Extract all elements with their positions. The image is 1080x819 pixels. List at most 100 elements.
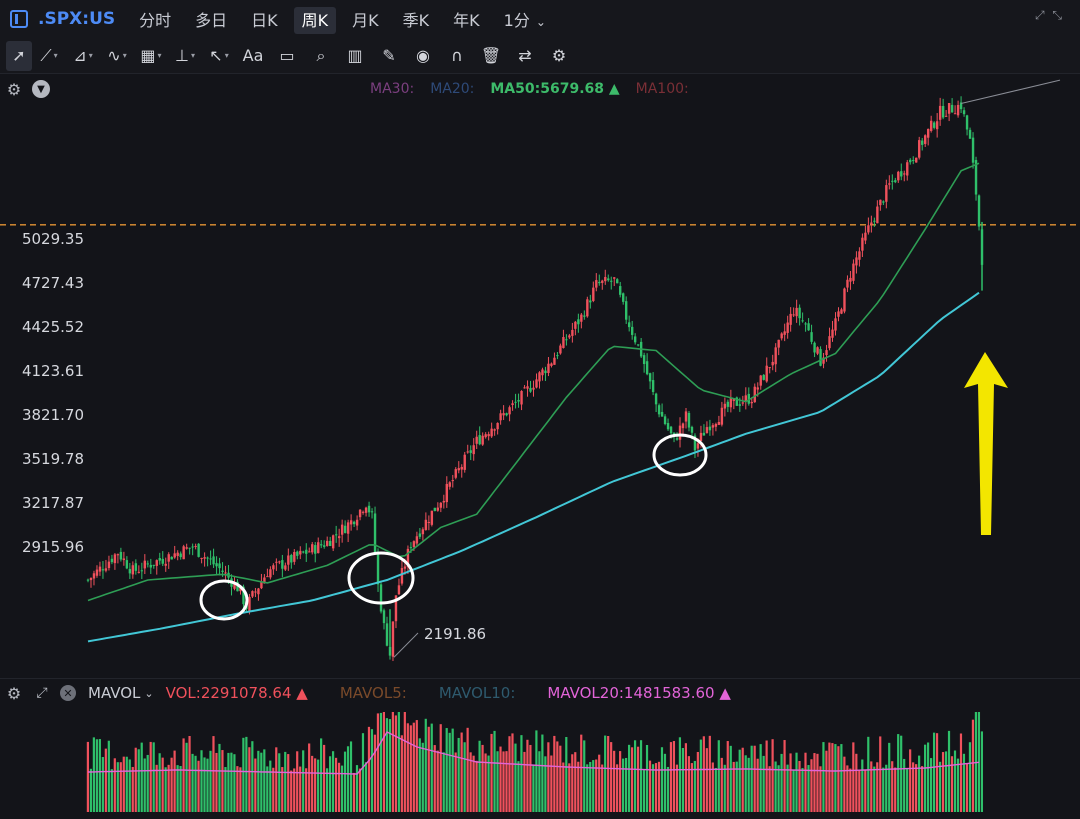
symbol-label[interactable]: .SPX:US: [38, 9, 116, 29]
volume-bar: [496, 751, 499, 812]
volume-bar: [424, 718, 427, 812]
volume-bar: [929, 758, 933, 812]
candle-body: [562, 337, 565, 348]
candle-body: [415, 536, 419, 544]
fullscreen-icon[interactable]: ⤢ ⤡: [1034, 8, 1064, 22]
timeframe-tab-5[interactable]: 季K: [402, 11, 430, 30]
close-indicator-icon[interactable]: ✕: [60, 685, 76, 701]
volume-bar: [526, 739, 529, 812]
candle-body: [496, 422, 499, 430]
eye-icon[interactable]: ◉: [416, 46, 430, 65]
candle-body: [409, 547, 413, 549]
candle-body: [654, 393, 658, 405]
candle-body: [867, 225, 870, 233]
arrow-tool-icon[interactable]: ↖ ▾: [209, 46, 229, 65]
volume-bar: [795, 752, 798, 812]
volume-bar: [403, 712, 406, 812]
brush-tool-icon[interactable]: ✎: [382, 46, 396, 65]
wave-tool-icon[interactable]: ∿ ▾: [107, 46, 127, 65]
timeframe-tab-4[interactable]: 月K: [352, 11, 379, 30]
comment-tool-icon[interactable]: ▭: [279, 46, 295, 65]
zoom-icon[interactable]: ⌕: [316, 45, 326, 65]
timeframe-tab-6[interactable]: 年K: [453, 11, 480, 30]
yellow-up-arrow: [964, 352, 1008, 535]
candle-body: [580, 314, 583, 322]
volume-legend-bar: ⚙ ⤢ ✕ MAVOL ⌄ VOL:2291078.64 ▲ MAVOL5: MAV…: [0, 678, 1080, 707]
volume-bar: [245, 736, 248, 812]
candle-body: [864, 232, 867, 241]
vol-settings-icon[interactable]: ⚙: [6, 683, 22, 703]
candle-body: [595, 280, 598, 288]
vol-indicator-label[interactable]: MAVOL: [88, 684, 141, 702]
candle-body: [906, 162, 909, 176]
settings-icon[interactable]: ⚙: [551, 46, 567, 65]
candle-body: [460, 466, 463, 470]
volume-bar: [514, 743, 517, 812]
timeframe-tab-2[interactable]: 日K: [251, 11, 278, 30]
measure-tool-icon[interactable]: ⊥ ▾: [175, 46, 195, 65]
candle-body: [191, 546, 194, 548]
timeframe-tab-1[interactable]: 多日: [195, 11, 228, 30]
panel-toggle-icon[interactable]: [10, 10, 28, 28]
timeframe-tab-3[interactable]: 周K: [293, 7, 337, 34]
cursor-arrow-icon[interactable]: ➚: [6, 40, 32, 71]
timeframe-tab-0[interactable]: 分时: [139, 11, 172, 30]
ma-toggle-icon[interactable]: ▼: [32, 80, 50, 98]
volume-bar: [358, 768, 362, 812]
ma-settings-icon[interactable]: ⚙: [6, 79, 22, 99]
candle-body: [128, 568, 132, 574]
tool-dropdown-icon[interactable]: ▾: [122, 51, 127, 60]
volume-bar: [601, 764, 604, 812]
tool-dropdown-icon[interactable]: ▾: [190, 51, 195, 60]
candle-body: [436, 507, 440, 511]
volume-bar: [903, 758, 906, 812]
candle-body: [445, 483, 448, 503]
volume-bar: [149, 741, 152, 812]
volume-bar: [675, 764, 679, 812]
volume-bar: [155, 764, 158, 812]
fib-tool-icon[interactable]: ▦ ▾: [140, 46, 162, 65]
volume-bar: [813, 753, 816, 812]
candle-body: [376, 552, 380, 585]
candle-body: [95, 569, 99, 576]
volume-bar: [696, 751, 699, 812]
candle-body: [391, 621, 395, 657]
line-tool-icon[interactable]: ⟋ ▾: [40, 45, 58, 65]
timeframe-tab-7[interactable]: 1分 ⌄: [503, 11, 546, 30]
chevron-down-icon[interactable]: ⌄: [535, 15, 546, 29]
volume-bar: [553, 735, 556, 812]
chevron-down-icon[interactable]: ⌄: [144, 686, 154, 700]
tool-dropdown-icon[interactable]: ▾: [224, 51, 229, 60]
volume-bar: [215, 752, 218, 812]
magnet-icon[interactable]: ∩: [451, 46, 463, 65]
candle-body: [723, 403, 727, 409]
volume-bar: [529, 744, 532, 812]
candle-body: [457, 468, 460, 471]
bar-chart-tool-icon[interactable]: ▥: [347, 46, 363, 65]
volume-bar: [912, 762, 915, 812]
volume-bar: [364, 762, 368, 812]
volume-bar: [879, 736, 882, 812]
candle-body: [789, 313, 792, 325]
polyline-tool-icon[interactable]: ⊿ ▾: [73, 46, 93, 65]
tool-dropdown-icon[interactable]: ▾: [53, 51, 58, 60]
tool-dropdown-icon[interactable]: ▾: [157, 51, 162, 60]
volume-bar: [490, 733, 493, 812]
volume-bar: [756, 758, 759, 812]
candle-body: [953, 113, 957, 115]
expand-icon[interactable]: ⤢: [36, 685, 48, 701]
sync-icon[interactable]: ⇄: [518, 46, 532, 65]
volume-bar: [466, 727, 469, 812]
volume-bar: [406, 723, 409, 812]
candle-body: [466, 451, 469, 453]
candle-body: [962, 110, 966, 115]
volume-bar: [544, 756, 547, 812]
candle-body: [236, 581, 239, 592]
text-tool-icon[interactable]: Aa: [242, 46, 264, 65]
candle-body: [932, 122, 936, 128]
volume-bar: [598, 754, 601, 812]
tool-dropdown-icon[interactable]: ▾: [88, 51, 93, 60]
y-tick-label: 2915.96: [21, 538, 84, 557]
trash-icon[interactable]: 🗑: [480, 46, 502, 65]
